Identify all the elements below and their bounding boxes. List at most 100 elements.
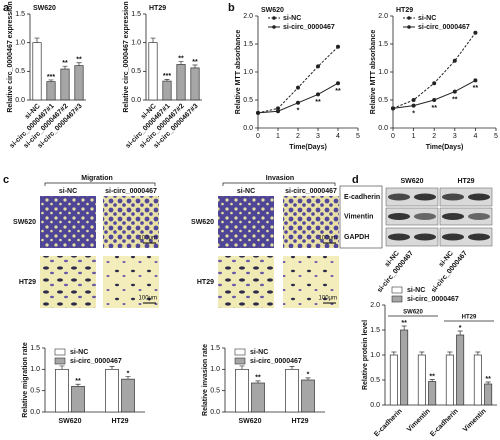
data-point <box>276 109 280 114</box>
x-tick-label: 0 <box>256 133 260 140</box>
error-bar <box>255 380 261 383</box>
y-tick-label: 1.0 <box>370 352 380 359</box>
y-tick-label: 1.0 <box>243 69 253 76</box>
bracket <box>222 182 336 186</box>
panel-label: b <box>228 2 235 14</box>
error-bar <box>48 79 54 82</box>
bar <box>105 368 119 413</box>
micrograph <box>103 196 159 248</box>
y-tick-label: 0.0 <box>210 409 220 416</box>
bar <box>301 379 315 413</box>
annotation: ** <box>62 60 68 67</box>
y-tick-label: 0.5 <box>30 388 40 395</box>
y-axis-label: Relative circ_0000467 expression <box>123 1 130 112</box>
group-label: SW620 <box>403 310 423 316</box>
bar <box>251 382 265 413</box>
blot <box>385 227 439 247</box>
x-tick-label: 5 <box>494 133 498 140</box>
scale-label: 100μm <box>139 296 157 302</box>
header: Migration <box>81 175 113 182</box>
annotation: * <box>412 110 415 117</box>
bar <box>162 80 172 101</box>
annotation: ** <box>429 373 435 380</box>
micrograph <box>283 196 339 248</box>
x-tick-label: SW620 <box>59 418 82 425</box>
annotation: ** <box>485 376 491 383</box>
label-box <box>339 185 383 249</box>
y-tick-label: 1.5 <box>243 41 253 48</box>
y-tick-label: 0.0 <box>243 125 253 132</box>
x-axis-label: Time(Days) <box>289 144 327 151</box>
error-bar <box>75 383 81 387</box>
y-tick-label: 0.0 <box>378 125 388 132</box>
bracket <box>44 182 156 186</box>
y-tick-label: 1.5 <box>370 327 380 334</box>
error-bar <box>125 376 131 380</box>
blot <box>439 207 493 226</box>
y-tick-label: 1.5 <box>378 41 388 48</box>
bar <box>389 354 398 406</box>
error-bar <box>150 37 156 43</box>
y-tick-label: 0.5 <box>15 68 25 75</box>
scale-label: 100μm <box>319 236 337 242</box>
y-tick-label: 0.0 <box>370 402 380 409</box>
blot <box>439 227 493 247</box>
annotation: ** <box>452 96 458 103</box>
error-bar <box>192 64 198 68</box>
band <box>414 193 436 201</box>
x-tick-label: SW620 <box>239 418 262 425</box>
data-point <box>316 64 320 69</box>
data-point <box>452 89 457 94</box>
bar <box>190 67 200 101</box>
x-tick-label: 2 <box>296 133 300 140</box>
y-tick-label: 0.5 <box>131 68 141 75</box>
chart-title: SW620 <box>261 7 284 14</box>
x-tick-label: 5 <box>356 133 360 140</box>
annotation: ** <box>76 57 82 64</box>
micrograph <box>218 196 274 248</box>
row-label: HT29 <box>197 279 214 286</box>
legend-label: si-NC <box>418 15 436 22</box>
annotation: * <box>307 372 310 379</box>
y-tick-label: 2.0 <box>378 13 388 20</box>
legend-label: si-NC <box>70 349 88 356</box>
protein-label: E-cadherin <box>344 194 380 201</box>
error-bar <box>59 365 65 370</box>
legend-marker <box>272 16 276 20</box>
bar <box>445 354 454 406</box>
legend-swatch <box>234 348 246 356</box>
bar <box>176 64 186 101</box>
x-tick-label: E-cadherin <box>429 408 460 439</box>
y-tick-label: 1.0 <box>131 40 141 47</box>
x-tick-label: 2 <box>432 133 436 140</box>
scale-label: 100μm <box>139 236 157 242</box>
data-point <box>296 85 300 90</box>
bar <box>46 81 56 101</box>
error-bar <box>447 351 453 355</box>
data-point <box>411 103 416 108</box>
error-bar <box>305 377 311 380</box>
row-label: SW620 <box>13 219 36 226</box>
band <box>442 193 464 201</box>
y-tick-label: 2.0 <box>370 302 380 309</box>
data-point <box>473 78 478 83</box>
series-line <box>392 32 476 109</box>
y-tick-label: 1.0 <box>15 40 25 47</box>
y-tick-label: 1.0 <box>30 366 40 373</box>
bar <box>400 329 409 406</box>
error-bar <box>62 65 68 70</box>
blot <box>385 187 439 207</box>
band <box>468 193 490 201</box>
bar <box>484 383 493 406</box>
y-axis-label: Relative protein level <box>362 320 369 390</box>
legend-marker <box>272 25 276 29</box>
error-bar <box>178 61 184 65</box>
legend-label: si-circ_0000467 <box>250 358 302 365</box>
blot <box>439 187 493 207</box>
y-tick-label: 1.5 <box>210 345 220 352</box>
legend-swatch <box>54 357 66 365</box>
panel-label: d <box>352 174 359 186</box>
condition-label: si-circ_0000467 <box>105 188 157 195</box>
y-tick-label: 0.0 <box>30 409 40 416</box>
